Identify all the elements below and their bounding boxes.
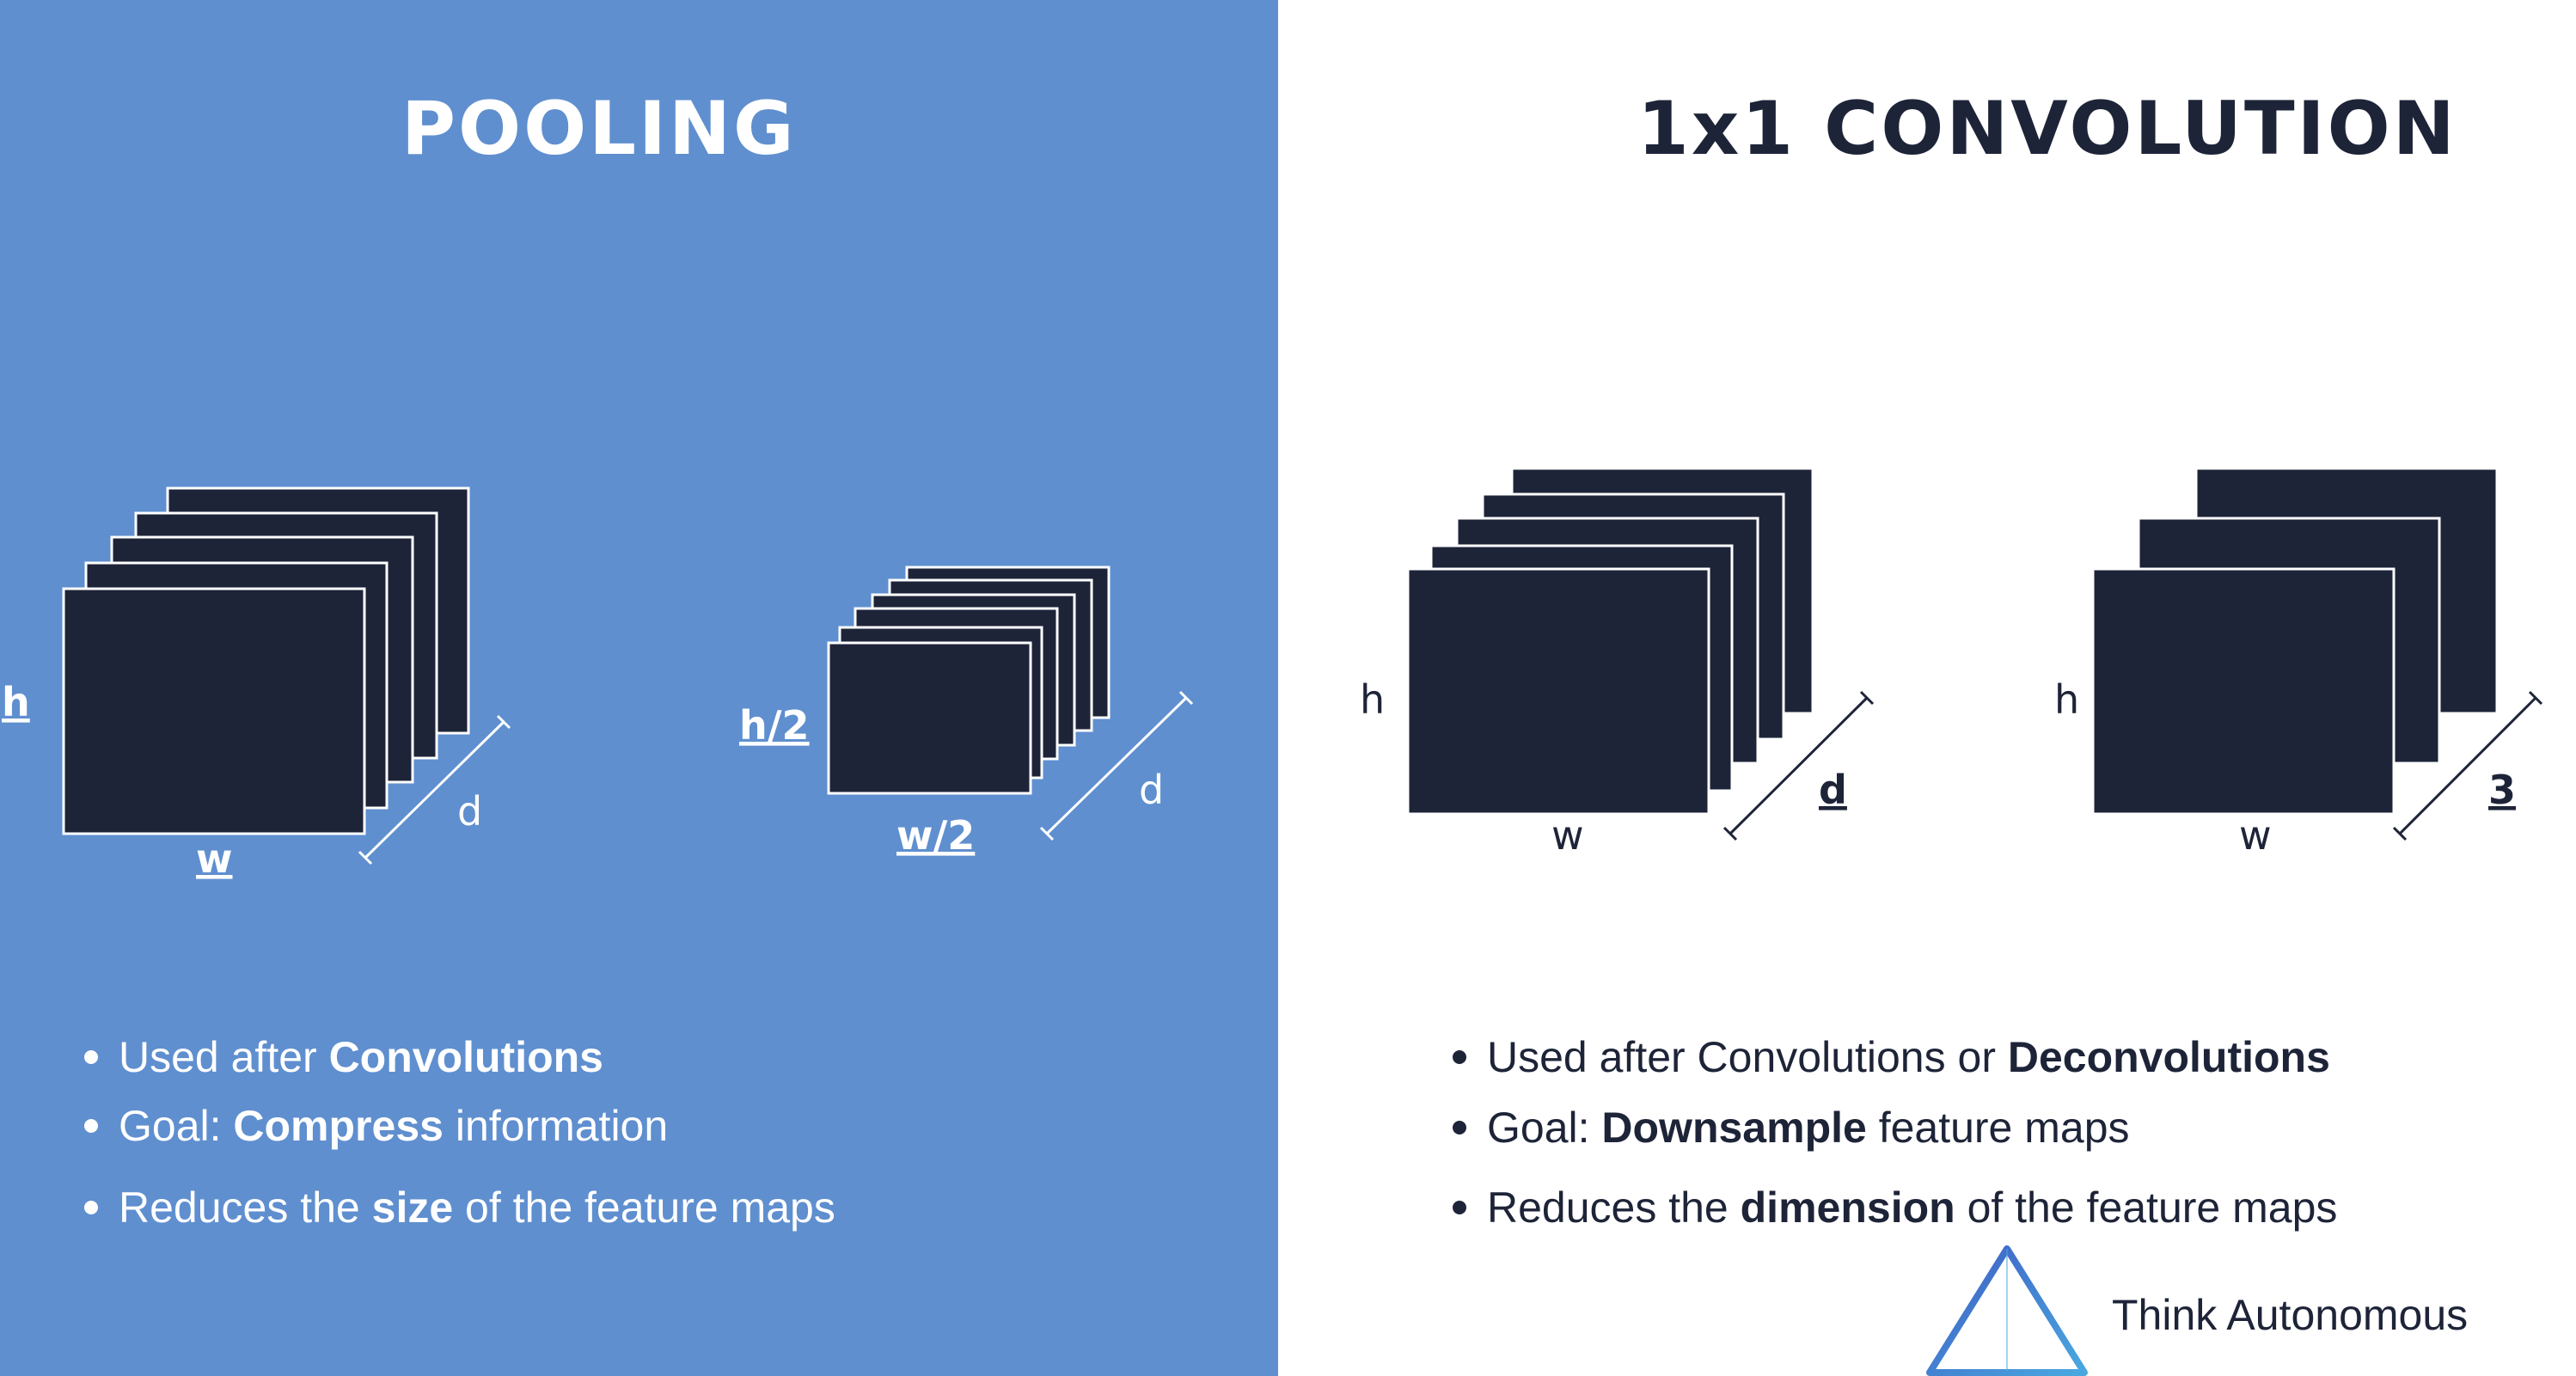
bullet-dot-icon [1453,1200,1466,1214]
conv1x1-output-depth-arrow [2392,690,2543,841]
pooling-output-h-label: h/2 [739,702,810,749]
pooling-output-depth-arrow [1039,690,1194,841]
pooling-input-w-label: w [196,835,233,882]
bullet-bold-text: Convolutions [328,1033,603,1081]
bullet-text: feature maps [1866,1104,2130,1152]
triangle-logo-icon [1926,1245,2088,1376]
conv1x1-output-stack [2091,467,2499,816]
bullet-text: information [443,1102,669,1150]
bullet-text: Used after [119,1033,329,1081]
bullet-text: of the feature maps [1955,1183,2338,1232]
conv1x1-input-depth-arrow [1722,690,1875,841]
pooling-input-stack [62,486,470,835]
bullet-dot-icon [84,1118,98,1133]
pooling-output-d-label: d [1139,767,1164,813]
pooling-input-depth-arrow [358,714,511,865]
pooling-output-stack [827,566,1111,795]
list-item: Goal: Compress information [84,1100,668,1152]
feature-map [1406,567,1710,816]
list-item: Reduces the dimension of the feature map… [1453,1182,2337,1233]
conv1x1-input-d-label: d [1819,767,1847,813]
bullet-bold-text: size [371,1183,454,1232]
conv1x1-input-h-label: h [1360,676,1385,723]
conv1x1-output-w-label: w [2239,812,2272,859]
feature-map [827,641,1032,795]
bullet-text: Goal: [119,1102,234,1150]
pooling-output-w-label: w/2 [896,812,975,859]
pooling-input-h-label: h [2,679,30,725]
bullet-bold-text: Downsample [1601,1104,1867,1152]
list-item: Used after Convolutions or Deconvolution… [1453,1031,2330,1083]
list-item: Used after Convolutions [84,1031,603,1083]
bullet-text: Reduces the [119,1183,372,1232]
feature-map [2091,567,2395,816]
bullet-text: Used after Convolutions or [1487,1033,2008,1081]
bullet-dot-icon [84,1200,98,1214]
conv1x1-input-stack [1406,467,1814,816]
bullet-dot-icon [1453,1120,1466,1134]
conv1x1-output-h-label: h [2054,676,2079,723]
bullet-bold-text: dimension [1740,1183,1955,1232]
feature-map [62,587,366,835]
conv1x1-output-d-label: 3 [2488,767,2516,813]
bullet-text: Reduces the [1487,1183,1741,1232]
pooling-input-d-label: d [457,788,482,835]
bullet-dot-icon [1453,1049,1466,1064]
pooling-title: POOLING [401,86,797,172]
bullet-dot-icon [84,1049,98,1064]
list-item: Goal: Downsample feature maps [1453,1102,2130,1153]
conv1x1-title: 1x1 CONVOLUTION [1637,86,2457,172]
conv1x1-input-w-label: w [1551,812,1584,859]
bullet-text: of the feature maps [453,1183,835,1232]
list-item: Reduces the size of the feature maps [84,1182,835,1233]
brand-name: Think Autonomous [2112,1291,2469,1339]
bullet-text: Goal: [1487,1104,1602,1152]
bullet-bold-text: Deconvolutions [2007,1033,2330,1081]
bullet-bold-text: Compress [233,1102,444,1150]
